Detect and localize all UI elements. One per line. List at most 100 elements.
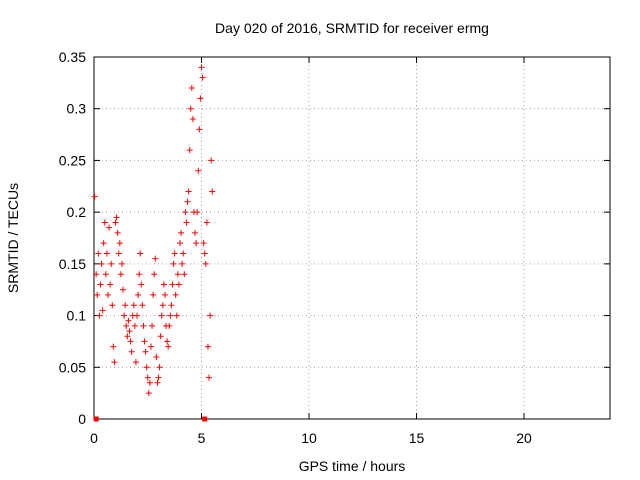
data-point bbox=[184, 198, 191, 205]
data-point bbox=[177, 240, 183, 247]
data-point bbox=[193, 240, 200, 247]
data-point bbox=[96, 312, 103, 319]
data-point bbox=[98, 260, 105, 267]
data-point bbox=[115, 250, 122, 257]
axis-ticks bbox=[93, 56, 610, 420]
data-point bbox=[111, 359, 118, 366]
data-point bbox=[195, 167, 202, 174]
data-point bbox=[186, 147, 193, 154]
data-point bbox=[155, 374, 162, 381]
data-point bbox=[158, 312, 165, 319]
y-axis-label: SRMTID / TECUs bbox=[5, 183, 21, 293]
y-tick-label: 0.2 bbox=[67, 204, 87, 220]
data-point bbox=[150, 291, 157, 298]
data-point bbox=[145, 390, 152, 397]
data-point bbox=[166, 322, 173, 329]
data-point bbox=[99, 307, 106, 314]
data-point bbox=[206, 374, 213, 381]
data-point bbox=[197, 95, 204, 102]
data-point bbox=[181, 271, 188, 278]
data-point bbox=[142, 348, 149, 355]
data-point bbox=[189, 116, 196, 123]
data-point bbox=[194, 209, 201, 216]
data-point bbox=[172, 291, 179, 298]
data-point bbox=[121, 312, 128, 319]
data-point bbox=[208, 157, 215, 164]
data-point bbox=[126, 328, 133, 335]
data-point bbox=[106, 224, 113, 231]
data-point bbox=[134, 312, 140, 319]
data-point bbox=[173, 312, 180, 319]
data-point bbox=[123, 322, 130, 329]
grid-lines bbox=[94, 57, 610, 419]
data-point bbox=[157, 333, 164, 340]
plot-frame bbox=[93, 56, 611, 420]
data-point bbox=[207, 312, 214, 319]
data-point bbox=[183, 219, 190, 226]
y-tick-label: 0.05 bbox=[59, 359, 86, 375]
data-point bbox=[100, 240, 107, 247]
data-point bbox=[178, 229, 185, 236]
data-point bbox=[116, 240, 123, 247]
data-point bbox=[160, 281, 167, 288]
data-point bbox=[101, 219, 108, 226]
data-point bbox=[168, 302, 175, 309]
data-point bbox=[167, 312, 174, 319]
data-point bbox=[117, 271, 124, 278]
data-point bbox=[114, 229, 121, 236]
data-point bbox=[97, 281, 104, 288]
data-point bbox=[144, 374, 151, 381]
data-point bbox=[161, 291, 168, 298]
data-point bbox=[112, 219, 119, 226]
data-point bbox=[180, 250, 187, 257]
data-point bbox=[192, 229, 199, 236]
data-point bbox=[107, 281, 114, 288]
data-point bbox=[139, 302, 146, 309]
data-point bbox=[201, 250, 208, 257]
data-point bbox=[146, 379, 153, 386]
x-tick-label: 5 bbox=[198, 430, 206, 446]
data-point bbox=[187, 105, 194, 112]
data-point bbox=[202, 260, 209, 267]
data-point bbox=[118, 260, 125, 267]
data-point bbox=[93, 271, 100, 278]
data-point bbox=[152, 255, 159, 262]
data-point bbox=[103, 250, 110, 257]
y-tick-label: 0.25 bbox=[59, 152, 86, 168]
data-point bbox=[140, 322, 147, 329]
data-point bbox=[147, 343, 154, 350]
data-point bbox=[156, 364, 163, 371]
data-point bbox=[175, 281, 182, 288]
data-point bbox=[130, 302, 137, 309]
data-point bbox=[169, 281, 176, 288]
data-point bbox=[171, 250, 178, 257]
data-point bbox=[91, 193, 98, 200]
data-point bbox=[138, 281, 145, 288]
data-point bbox=[124, 333, 131, 340]
data-point bbox=[102, 271, 109, 278]
y-tick-label: 0.35 bbox=[59, 49, 86, 65]
data-point bbox=[127, 338, 134, 345]
data-point bbox=[94, 291, 101, 298]
y-tick-label: 0.15 bbox=[59, 256, 86, 272]
chart-title: Day 020 of 2016, SRMTID for receiver erm… bbox=[215, 20, 489, 36]
data-point bbox=[113, 214, 120, 221]
baseline-marker bbox=[93, 416, 99, 422]
data-point bbox=[198, 64, 205, 71]
data-point bbox=[141, 338, 148, 345]
data-point bbox=[131, 322, 138, 329]
x-tick-label: 0 bbox=[90, 430, 98, 446]
x-tick-labels: 0 5 10 15 20 bbox=[90, 430, 532, 446]
data-point bbox=[185, 188, 192, 195]
x-tick-label: 15 bbox=[409, 430, 425, 446]
y-tick-label: 0 bbox=[78, 411, 86, 427]
data-point bbox=[165, 343, 172, 350]
y-tick-label: 0.3 bbox=[67, 101, 87, 117]
data-point bbox=[170, 260, 177, 267]
y-tick-labels: 0 0.05 0.1 0.15 0.2 0.25 0.3 0.35 bbox=[59, 49, 86, 427]
data-point bbox=[135, 291, 142, 298]
data-point bbox=[137, 250, 144, 257]
data-point bbox=[125, 317, 132, 324]
data-point bbox=[128, 348, 135, 355]
